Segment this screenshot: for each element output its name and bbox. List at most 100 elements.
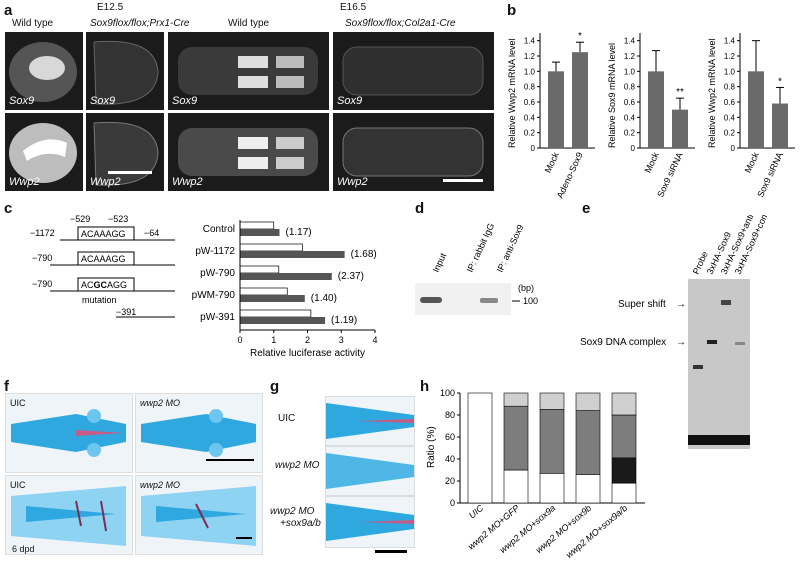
b-tick-label: 0.8 — [624, 83, 636, 92]
c3-box-post: AGG — [107, 280, 127, 290]
panel-b-label: b — [507, 2, 517, 19]
c-fold: (1.17) — [285, 227, 311, 238]
gel-d: Input IP: rabbit IgG IP: anti-Sox9 (bp) … — [415, 222, 538, 315]
ish-ko-e12-sox9: Sox9 — [86, 32, 164, 110]
b-bar — [772, 103, 788, 148]
h-stack-segment — [503, 469, 529, 504]
c-bar-control — [239, 265, 280, 274]
c-fold: (1.40) — [311, 293, 337, 304]
ish-wt-e12-sox9: Sox9 — [5, 32, 83, 110]
chart-b-2: 0 0.2 0.4 0.6 0.8 1.0 1.2 1.4 Relative Sox9 mRNA… — [607, 33, 695, 199]
f-mo-label-2: wwp2 MO — [140, 480, 181, 490]
b-tick-label: 0 — [731, 144, 736, 153]
b-tick-label: 1.2 — [624, 52, 636, 61]
ish-wt-e12-wwp2: Wwp2 — [5, 113, 83, 191]
c-bar-control — [239, 287, 288, 296]
h-tick-label: 80 — [445, 410, 455, 420]
ish-ko-e12-wwp2: Wwp2 — [86, 113, 164, 191]
h-stack-segment — [575, 392, 601, 411]
b-tick-label: 0.4 — [624, 113, 636, 122]
chart-c: Control (1.17) pW-1172 (1.68) pW-790 (2.37) pW… — [192, 220, 378, 359]
b-bar — [548, 71, 564, 148]
b-bar — [748, 71, 764, 148]
fish-f-mo-1: wwp2 MO — [135, 393, 263, 473]
c3-mutation: mutation — [82, 295, 117, 305]
b-tick-label: 0.6 — [624, 98, 636, 107]
h-ylabel: Ratio (%) — [426, 426, 437, 468]
b-significance: * — [578, 31, 582, 42]
b-ylabel: Relative Wwp2 mRNA level — [707, 38, 717, 148]
label-wwp2: Wwp2 — [172, 176, 203, 188]
b-category: Sox9 siRNA — [655, 151, 685, 199]
lane-input: Input — [431, 251, 449, 274]
genotype-prx1: Sox9flox/flox;Prx1-Cre — [90, 18, 190, 29]
panel-h-label: h — [420, 378, 430, 395]
c-tick-label: 3 — [339, 335, 344, 345]
b-tick-label: 0.4 — [524, 113, 536, 122]
sox9-complex-label: Sox9 DNA complex — [580, 337, 666, 348]
bp-unit: (bp) — [518, 283, 534, 293]
genotype-col2a1: Sox9flox/flox;Col2a1-Cre — [345, 18, 456, 29]
b-ylabel: Relative Sox9 mRNA level — [607, 43, 617, 148]
b-tick-label: 0.8 — [524, 83, 536, 92]
fish-f-uic-1: UIC — [5, 393, 133, 473]
lane-anti-sox9: IP: anti-Sox9 — [495, 223, 526, 274]
b-tick-label: 1.2 — [724, 52, 736, 61]
chart-b-1: 0 0.2 0.4 0.6 0.8 1.0 1.2 1.4 Relative Wwp2 mRNA… — [507, 31, 595, 200]
g-uic-label: UIC — [278, 413, 296, 424]
label-wwp2: Wwp2 — [9, 176, 40, 188]
b-tick-label: 0.6 — [724, 98, 736, 107]
c-category: pW-1172 — [195, 246, 235, 257]
h-stack-segment — [575, 474, 601, 504]
b-tick-label: 0.6 — [524, 98, 536, 107]
c-tick-label: 2 — [305, 335, 310, 345]
b-tick-label: 1.0 — [724, 67, 736, 76]
h-stack-segment — [611, 414, 637, 459]
h-stack-segment — [611, 457, 637, 484]
label-wwp2: Wwp2 — [337, 176, 368, 188]
f-uic-label-2: UIC — [10, 480, 26, 490]
c-category: Control — [203, 224, 235, 235]
h-stack-segment — [539, 409, 565, 474]
b-category: Sox9 siRNA — [755, 151, 785, 199]
panel-a-label: a — [4, 2, 13, 19]
bp-100: 100 — [523, 296, 538, 306]
c1-start: −1172 — [30, 228, 55, 238]
h-stack-segment — [539, 473, 565, 504]
b-bar — [572, 52, 588, 148]
h-stack-segment — [611, 482, 637, 504]
b-category: Mock — [743, 150, 761, 174]
b-tick-label: 0.4 — [724, 113, 736, 122]
b-category: Mock — [543, 150, 561, 174]
ish-wt-e16-sox9: Sox9 — [168, 32, 329, 110]
g-scale-bar — [375, 550, 407, 553]
col-wild-type-2: Wild type — [228, 18, 270, 29]
b-tick-label: 0.2 — [624, 129, 636, 138]
c-bar-sox9 — [240, 295, 305, 302]
chart-b-3: 0 0.2 0.4 0.6 0.8 1.0 1.2 1.4 Relative Wwp2 mRNA… — [707, 33, 795, 199]
c-bar-control — [239, 309, 312, 318]
c2-box: ACAAAGG — [81, 254, 126, 264]
fish-g-rescue — [325, 496, 415, 548]
svg-text:→: → — [676, 337, 686, 348]
c-bar-sox9 — [240, 229, 280, 236]
b-tick-label: 1.4 — [524, 37, 536, 46]
c-fold: (2.37) — [338, 271, 364, 282]
panel-f-label: f — [4, 378, 9, 395]
emsa-e: Probe 3xHA-Sox9 3xHA-Sox9+anti-HA 3xHA-S… — [580, 215, 774, 449]
panel-e-label: e — [582, 200, 591, 217]
b-tick-label: 1.4 — [624, 37, 636, 46]
c-bar-control — [239, 221, 275, 230]
c1-n1: −529 — [70, 214, 90, 224]
label-sox9: Sox9 — [172, 95, 198, 107]
c-tick-label: 4 — [372, 335, 377, 345]
h-category: wwp2 MO+sox9a/b — [564, 503, 629, 560]
b-tick-label: 0.8 — [724, 83, 736, 92]
label-sox9: Sox9 — [337, 95, 363, 107]
h-tick-label: 20 — [445, 476, 455, 486]
c-fold: (1.19) — [331, 315, 357, 326]
g-mo2-label-a: wwp2 MO — [270, 506, 315, 517]
stage-e16-5: E16.5 — [340, 2, 367, 13]
stage-e12-5: E12.5 — [97, 2, 124, 13]
